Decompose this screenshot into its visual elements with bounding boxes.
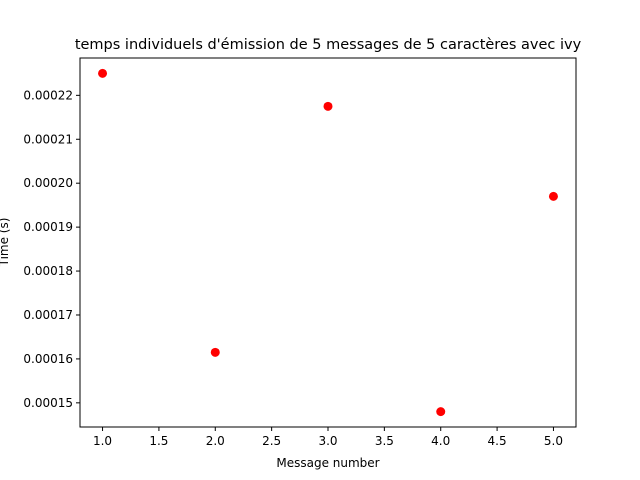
plot-area xyxy=(80,58,576,427)
y-tick-label: 0.00019 xyxy=(23,220,73,234)
data-point xyxy=(210,347,220,357)
y-axis-ticks: 0.00015 0.00016 0.00017 0.00018 0.00019 0.000… xyxy=(23,88,80,410)
x-tick-label: 3.0 xyxy=(318,434,337,448)
y-tick-label: 0.00017 xyxy=(23,308,73,322)
data-point xyxy=(548,191,558,201)
chart-title: temps individuels d'émission de 5 messag… xyxy=(75,37,582,53)
data-points xyxy=(98,68,558,417)
x-tick-label: 4.0 xyxy=(431,434,450,448)
y-tick-label: 0.00016 xyxy=(23,352,73,366)
y-tick-label: 0.00022 xyxy=(23,88,73,102)
data-point xyxy=(436,407,446,417)
y-tick-label: 0.00018 xyxy=(23,264,73,278)
x-tick-label: 1.5 xyxy=(149,434,168,448)
x-tick-label: 2.5 xyxy=(262,434,281,448)
data-point xyxy=(98,68,108,78)
x-tick-label: 5.0 xyxy=(544,434,563,448)
x-tick-label: 4.5 xyxy=(488,434,507,448)
x-axis-ticks: 1.0 1.5 2.0 2.5 3.0 3.5 4.0 4.5 5.0 xyxy=(93,427,563,448)
y-tick-label: 0.00021 xyxy=(23,132,73,146)
x-tick-label: 3.5 xyxy=(375,434,394,448)
y-axis-label: Time (s) xyxy=(0,218,11,268)
plot-frame xyxy=(79,57,577,428)
x-tick-label: 2.0 xyxy=(206,434,225,448)
data-point xyxy=(323,101,333,111)
x-axis-label: Message number xyxy=(276,456,379,470)
x-tick-label: 1.0 xyxy=(93,434,112,448)
y-tick-label: 0.00020 xyxy=(23,176,73,190)
y-tick-label: 0.00015 xyxy=(23,396,73,410)
